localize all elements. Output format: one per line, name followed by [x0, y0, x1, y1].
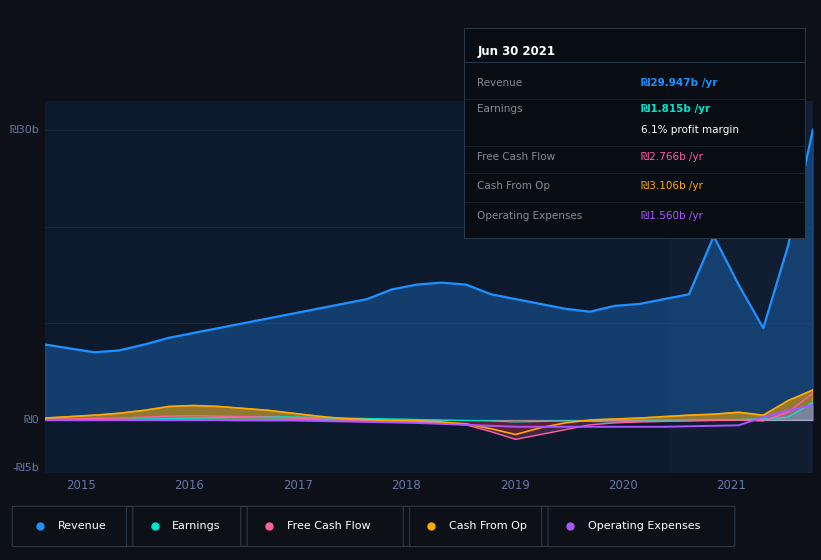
Text: ₪0: ₪0 [23, 415, 39, 425]
Text: -₪5b: -₪5b [12, 463, 39, 473]
Text: Earnings: Earnings [478, 104, 523, 114]
Text: Free Cash Flow: Free Cash Flow [287, 521, 370, 531]
Text: ₪2.766b /yr: ₪2.766b /yr [641, 152, 703, 162]
Text: 6.1% profit margin: 6.1% profit margin [641, 125, 739, 134]
Text: Revenue: Revenue [478, 78, 523, 88]
Text: Cash From Op: Cash From Op [478, 181, 551, 192]
Text: ₪1.560b /yr: ₪1.560b /yr [641, 211, 703, 221]
Text: Cash From Op: Cash From Op [449, 521, 527, 531]
Text: Jun 30 2021: Jun 30 2021 [478, 45, 556, 58]
Text: Free Cash Flow: Free Cash Flow [478, 152, 556, 162]
Text: ₪3.106b /yr: ₪3.106b /yr [641, 181, 703, 192]
Text: ₪30b: ₪30b [9, 125, 39, 135]
Text: Revenue: Revenue [58, 521, 107, 531]
Text: ₪29.947b /yr: ₪29.947b /yr [641, 78, 718, 88]
Text: Earnings: Earnings [172, 521, 221, 531]
Text: Operating Expenses: Operating Expenses [588, 521, 699, 531]
Bar [668, 101, 821, 473]
Text: Operating Expenses: Operating Expenses [478, 211, 583, 221]
Text: ₪1.815b /yr: ₪1.815b /yr [641, 104, 710, 114]
